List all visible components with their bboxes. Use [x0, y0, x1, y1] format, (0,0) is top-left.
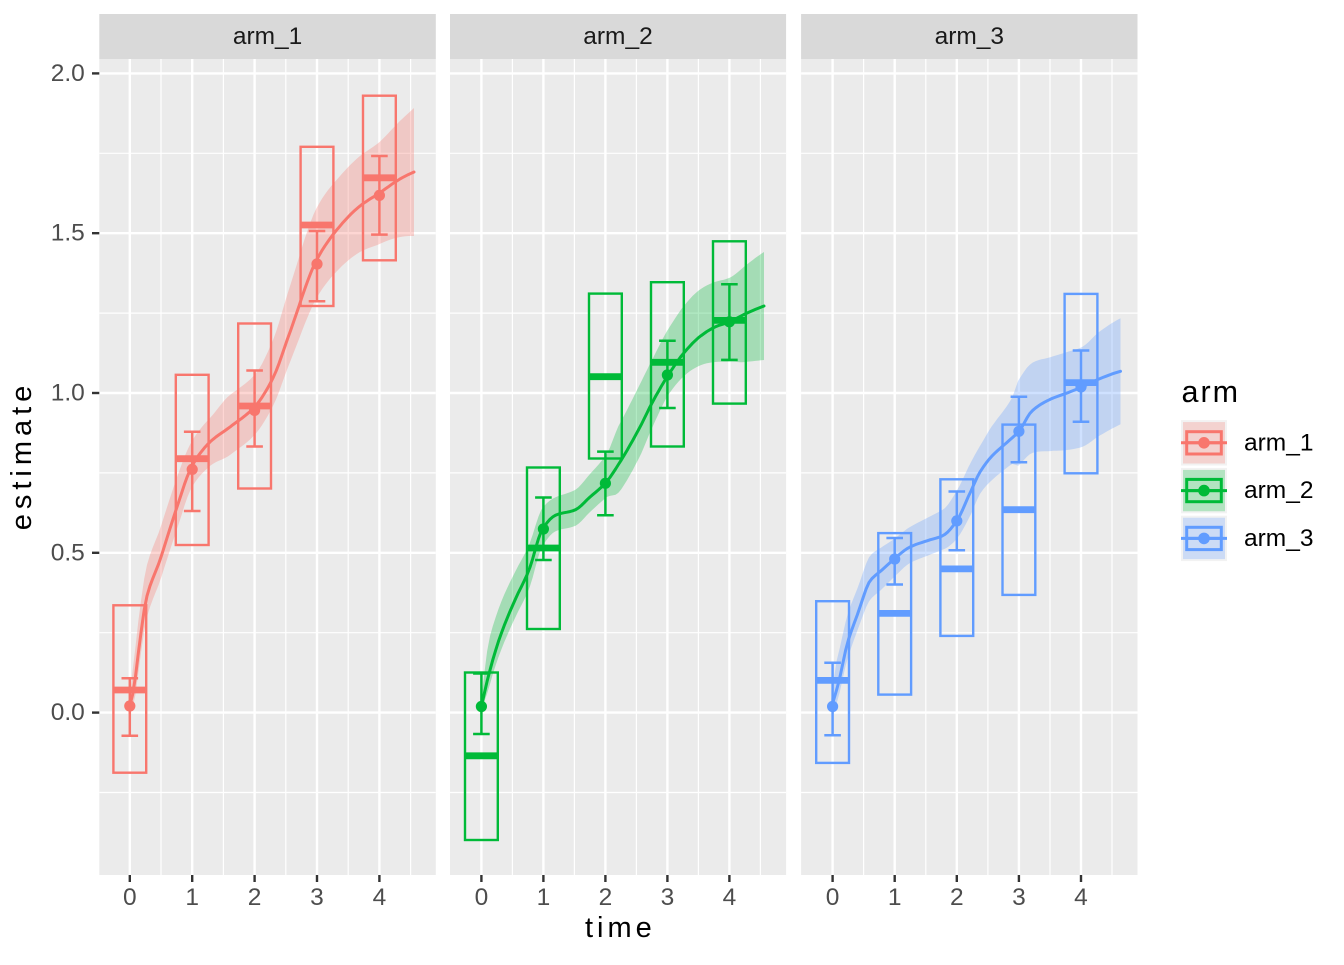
svg-text:arm_1: arm_1	[1244, 429, 1313, 456]
svg-text:estimate: estimate	[6, 381, 38, 531]
svg-text:1: 1	[185, 884, 199, 911]
svg-text:arm_2: arm_2	[1244, 477, 1313, 504]
svg-text:arm_2: arm_2	[583, 23, 652, 50]
svg-text:1: 1	[537, 884, 551, 911]
svg-text:4: 4	[723, 884, 737, 911]
svg-text:arm_3: arm_3	[935, 23, 1004, 50]
svg-text:time: time	[585, 912, 656, 944]
svg-text:1.5: 1.5	[51, 220, 85, 247]
svg-text:2: 2	[599, 884, 613, 911]
svg-text:0.0: 0.0	[51, 699, 85, 726]
svg-text:arm_3: arm_3	[1244, 525, 1313, 552]
svg-text:0: 0	[826, 884, 840, 911]
svg-text:4: 4	[1074, 884, 1088, 911]
svg-text:2.0: 2.0	[51, 60, 85, 87]
svg-text:3: 3	[661, 884, 675, 911]
svg-text:3: 3	[1012, 884, 1026, 911]
svg-text:arm: arm	[1182, 375, 1241, 409]
svg-text:1.0: 1.0	[51, 380, 85, 407]
svg-text:0: 0	[475, 884, 489, 911]
svg-text:arm_1: arm_1	[233, 23, 302, 50]
svg-text:1: 1	[888, 884, 902, 911]
svg-text:4: 4	[373, 884, 387, 911]
svg-text:3: 3	[310, 884, 324, 911]
svg-text:0.5: 0.5	[51, 539, 85, 566]
svg-text:0: 0	[123, 884, 137, 911]
svg-text:2: 2	[248, 884, 262, 911]
svg-text:2: 2	[950, 884, 964, 911]
